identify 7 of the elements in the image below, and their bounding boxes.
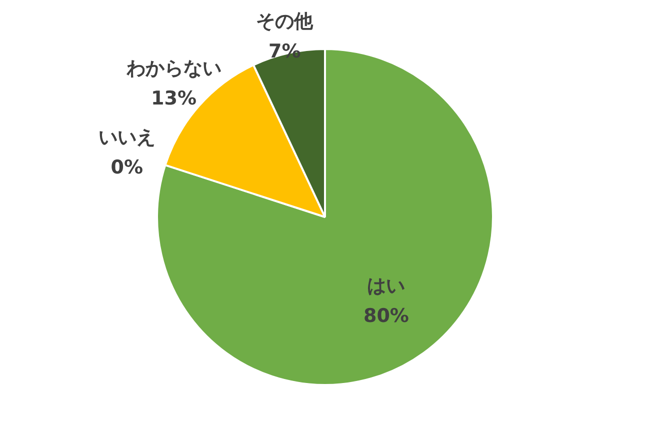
category-label: いいえ	[98, 126, 156, 149]
slice-label: はい	[367, 275, 406, 298]
slice-label: その他	[256, 10, 314, 33]
data-label: 13%	[151, 88, 197, 110]
data-label: 80%	[363, 305, 409, 328]
slice-label: わからない	[125, 58, 222, 80]
text: 0%	[110, 156, 144, 179]
